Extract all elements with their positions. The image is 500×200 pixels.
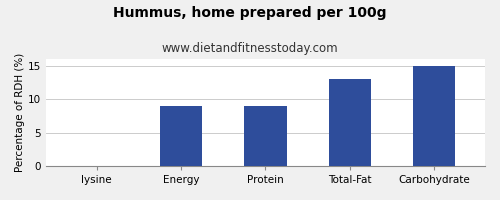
Text: www.dietandfitnesstoday.com: www.dietandfitnesstoday.com [162,42,338,55]
Bar [244,106,286,166]
Y-axis label: Percentage of RDH (%): Percentage of RDH (%) [15,53,25,172]
Bar [160,106,202,166]
Text: Hummus, home prepared per 100g: Hummus, home prepared per 100g [113,6,387,20]
Bar [413,66,456,166]
Bar [329,79,371,166]
